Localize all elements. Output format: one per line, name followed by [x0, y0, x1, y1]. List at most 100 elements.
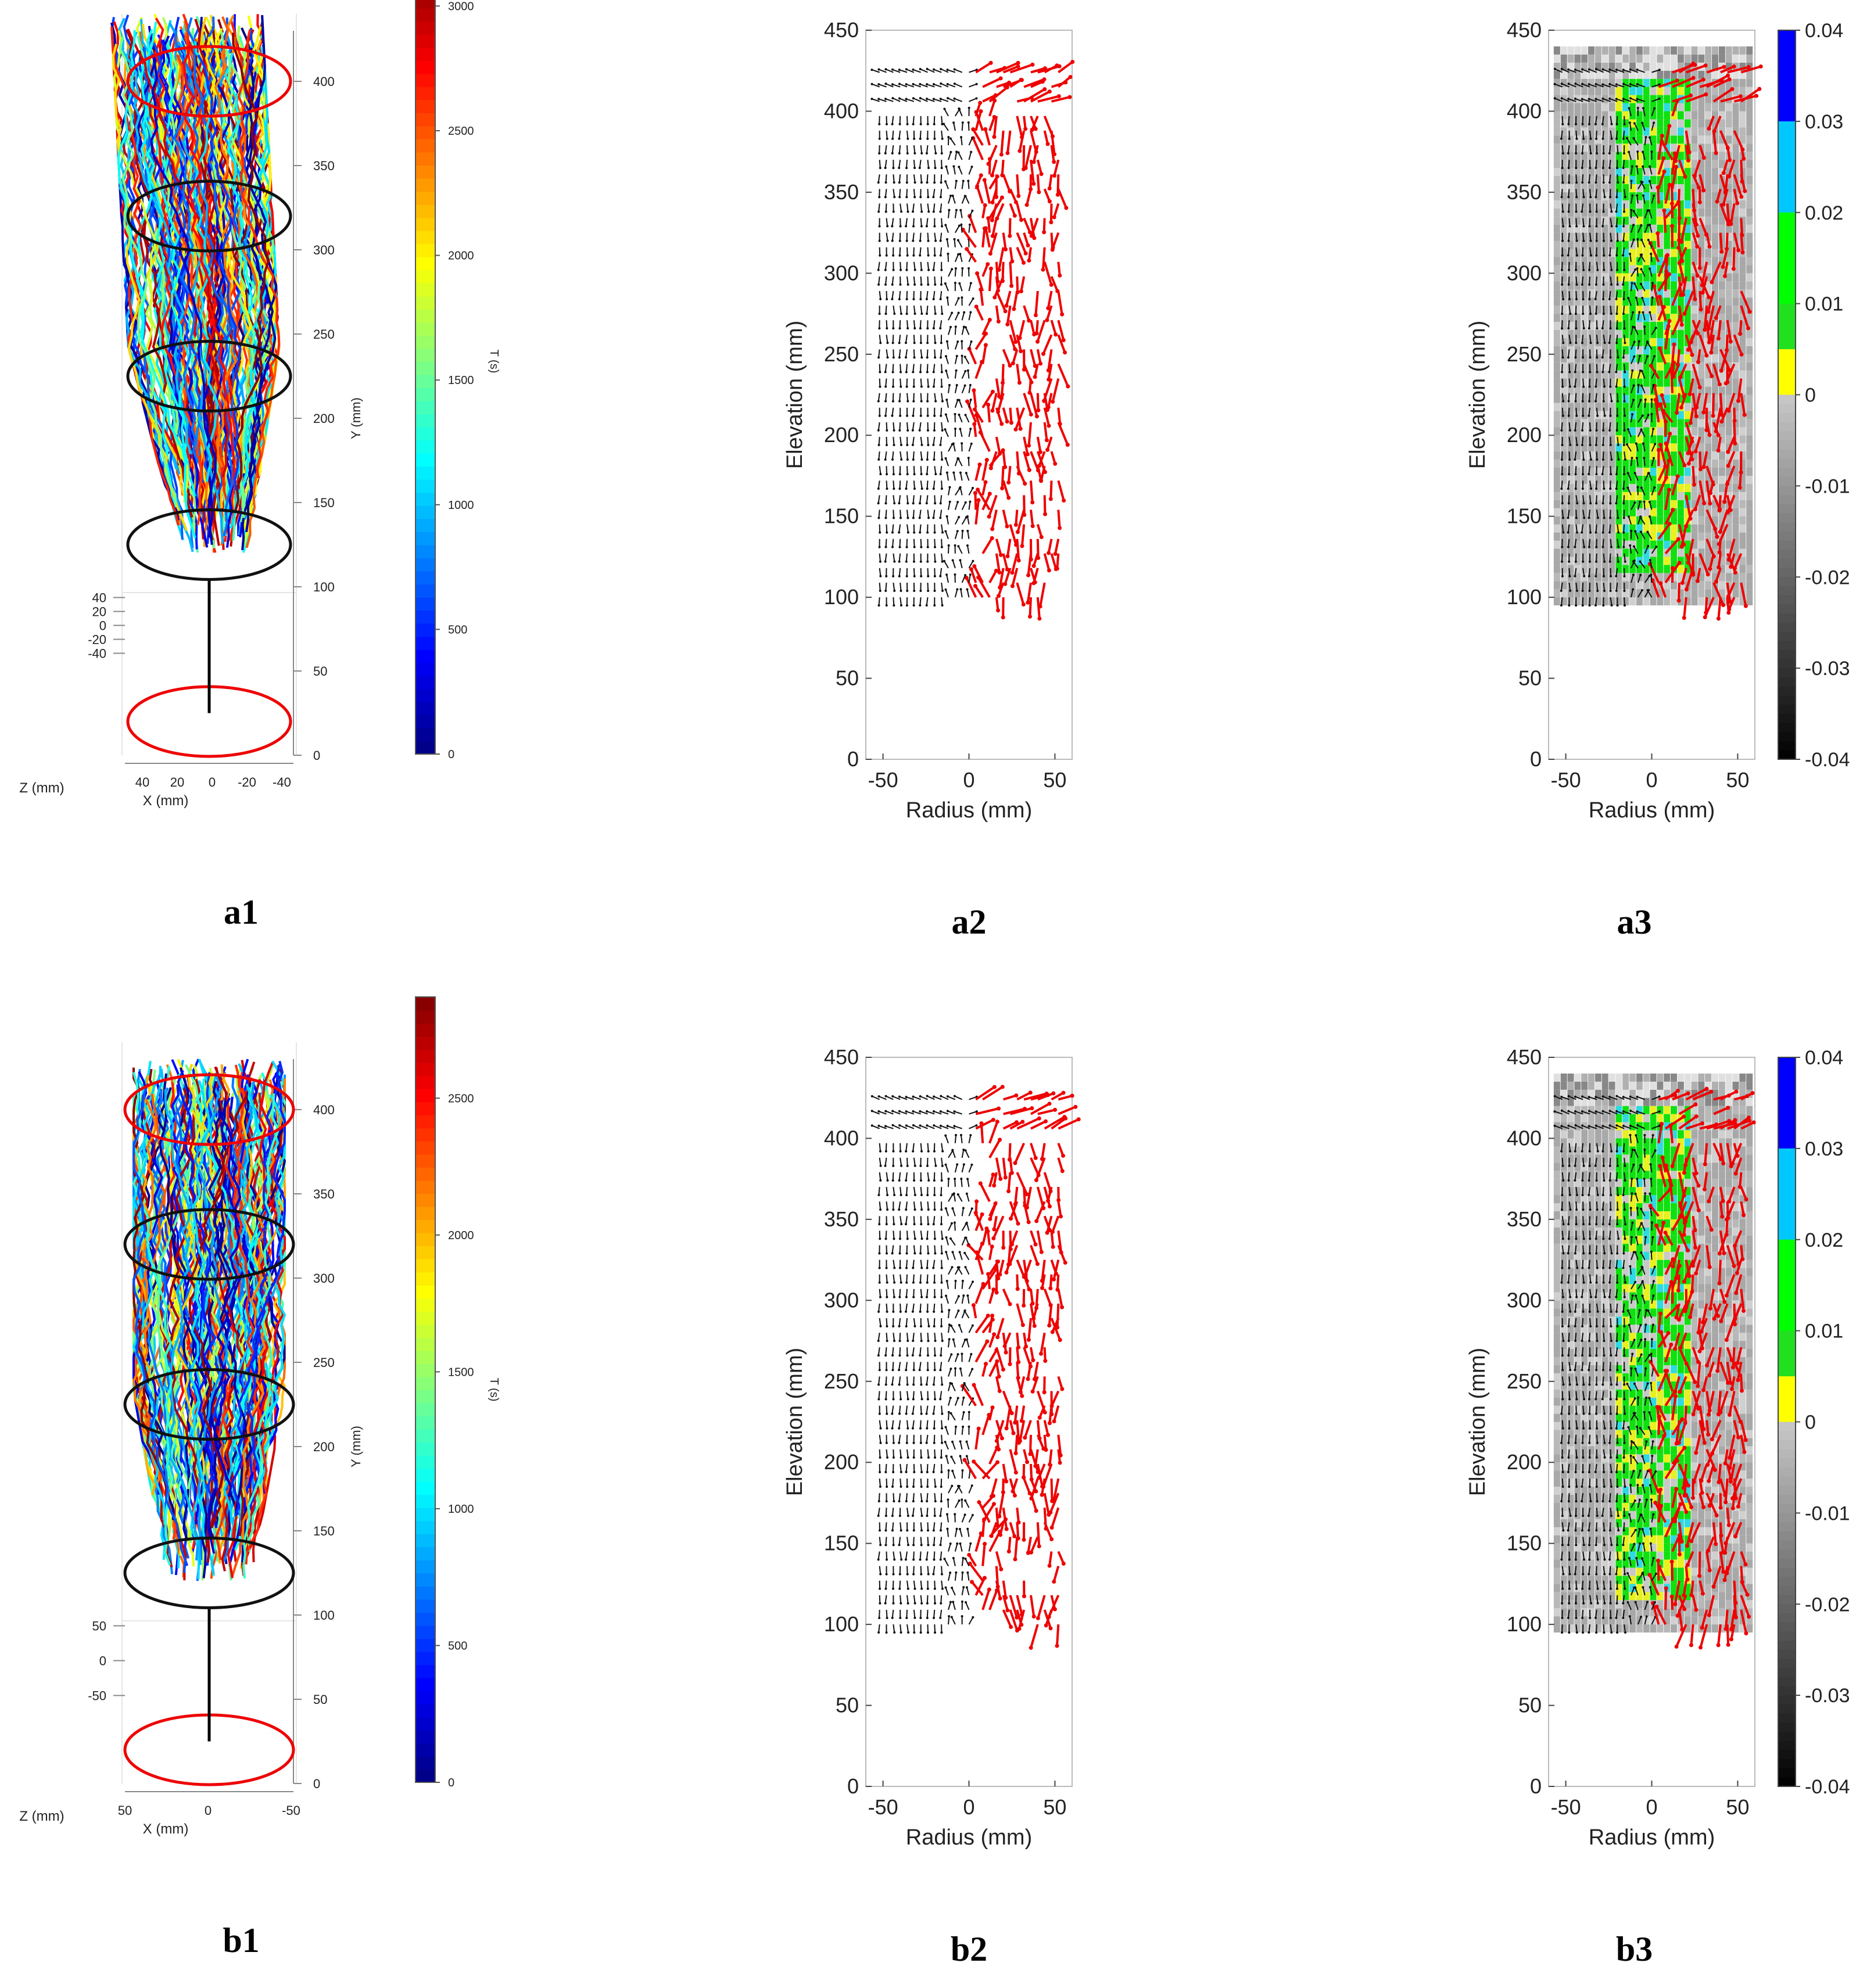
- heatmap-cell: [1643, 483, 1650, 492]
- vector-head: [1034, 149, 1038, 154]
- black-vector: [879, 568, 882, 576]
- heatmap-cell: [1657, 451, 1664, 460]
- heatmap-cell: [1608, 597, 1615, 606]
- vector-head: [900, 516, 902, 519]
- heatmap-cell: [1718, 475, 1725, 484]
- heatmap-cell: [1594, 200, 1601, 209]
- vector-head: [933, 137, 936, 140]
- heatmap-cell: [1712, 46, 1719, 55]
- vector-head: [1632, 384, 1635, 387]
- black-vector: [891, 218, 894, 227]
- vector-head: [1686, 347, 1690, 352]
- red-vector: [1001, 364, 1005, 383]
- vector-head: [1631, 369, 1634, 372]
- heatmap-cell: [1691, 573, 1698, 582]
- vector-head: [998, 451, 1002, 456]
- heatmap-cell: [1677, 443, 1684, 452]
- vector-head: [1655, 546, 1658, 548]
- colorbar-cell: [415, 1088, 435, 1103]
- heatmap-cell: [1588, 508, 1595, 516]
- y-tick-label: 0: [313, 748, 320, 763]
- vector-head: [1668, 432, 1672, 436]
- heatmap-cell: [1671, 257, 1678, 265]
- black-vector: [954, 370, 957, 379]
- heatmap-cell: [1643, 394, 1650, 403]
- red-vector: [982, 94, 997, 103]
- vector-head: [900, 589, 902, 592]
- vector-head: [1615, 342, 1618, 345]
- heatmap-cell: [1567, 127, 1574, 136]
- black-vector: [900, 436, 902, 446]
- colorbar-cell: [415, 440, 435, 454]
- vector-head: [911, 429, 914, 432]
- heatmap-cell: [1718, 540, 1725, 549]
- heatmap-cell: [1588, 111, 1595, 120]
- heatmap-cell: [1622, 460, 1629, 468]
- vector-head: [906, 254, 909, 257]
- vector-head: [1567, 487, 1570, 490]
- heatmap-cell: [1643, 378, 1650, 387]
- vector-head: [1667, 522, 1672, 526]
- heatmap-cell: [1746, 192, 1753, 200]
- black-vector: [967, 530, 970, 539]
- heatmap-cell: [1553, 46, 1560, 55]
- heatmap-cell: [1650, 419, 1657, 428]
- colorbar-cell: [415, 649, 435, 663]
- vector-head: [954, 573, 956, 576]
- black-vector: [948, 385, 950, 393]
- heatmap-cell: [1650, 338, 1657, 346]
- vector-head: [898, 123, 901, 125]
- vector-head: [927, 167, 930, 170]
- heatmap-cell: [1712, 435, 1719, 444]
- black-vector: [958, 108, 963, 117]
- black-vector: [933, 436, 936, 446]
- heatmap-cell: [1622, 443, 1629, 452]
- red-vector: [1725, 335, 1729, 350]
- heatmap-cell: [1725, 111, 1732, 120]
- vector-head: [891, 68, 894, 71]
- heatmap-cell: [1664, 160, 1671, 168]
- vector-head: [1654, 443, 1657, 446]
- heatmap-cell: [1746, 419, 1753, 428]
- heatmap-cell: [1594, 241, 1601, 249]
- vector-head: [1588, 575, 1590, 577]
- vector-head: [884, 589, 887, 592]
- red-vector: [1007, 466, 1012, 483]
- colorbar-cell: [415, 715, 435, 729]
- heatmap-cell: [1712, 411, 1719, 419]
- vector-head: [946, 296, 949, 299]
- black-vector: [968, 166, 973, 175]
- heatmap-cell: [1664, 532, 1671, 541]
- black-vector: [1561, 553, 1563, 562]
- black-vector: [968, 429, 972, 437]
- vector-head: [1639, 530, 1642, 533]
- vector-head: [1639, 516, 1642, 519]
- vector-head: [1568, 385, 1571, 388]
- red-vector: [1030, 130, 1038, 152]
- vector-head: [1736, 399, 1740, 403]
- vector-head: [1594, 531, 1597, 534]
- vector-head: [919, 342, 922, 345]
- heatmap-cell: [1657, 483, 1664, 492]
- vector-head: [1009, 421, 1013, 425]
- heatmap-cell: [1608, 483, 1615, 492]
- heatmap-cell: [1691, 581, 1698, 590]
- black-vector: [893, 189, 895, 198]
- heatmap-cell: [1553, 451, 1560, 460]
- black-vector: [892, 364, 894, 372]
- vector-head: [899, 225, 902, 228]
- red-vector: [1030, 451, 1040, 471]
- vector-head: [1561, 575, 1564, 577]
- heatmap-cell: [1581, 103, 1588, 112]
- vector-head: [926, 137, 929, 140]
- vector-head: [926, 356, 929, 359]
- vector-head: [964, 576, 969, 580]
- black-vector: [959, 560, 963, 569]
- heatmap-cell: [1553, 265, 1560, 274]
- vector-head: [877, 429, 880, 432]
- vector-head: [968, 267, 970, 270]
- vector-head: [898, 137, 901, 140]
- vector-head: [1595, 429, 1598, 432]
- black-vector: [878, 84, 887, 88]
- vector-head: [1623, 590, 1626, 593]
